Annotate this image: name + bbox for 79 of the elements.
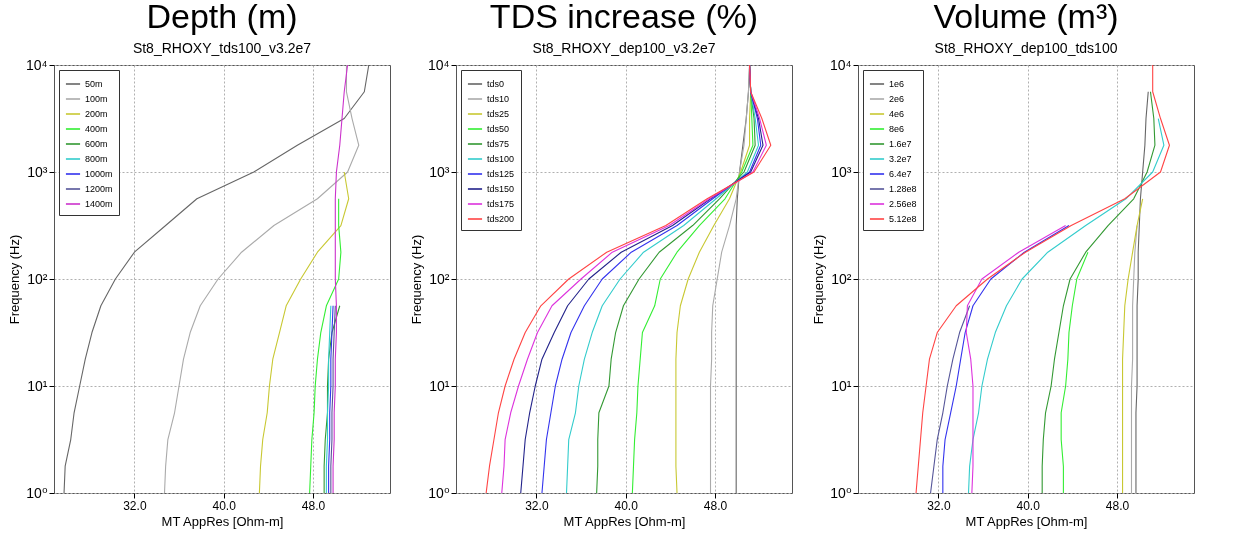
legend-label: 600m [85,139,108,149]
legend-label: tds150 [487,184,515,194]
line-series [309,198,342,493]
y-axis-title: Frequency (Hz) [810,234,826,325]
line-series [1122,198,1144,493]
chart-subtitle: St8_RHOXY_dep100_v3.2e7 [532,40,716,56]
x-tick-label: 32.0 [123,498,147,513]
x-tick-label: 40.0 [1016,498,1041,513]
chart-title: Volume (m³) [933,0,1119,35]
chart-subtitle: St8_RHOXY_tds100_v3.2e7 [132,40,312,56]
legend-label: 1.6e7 [889,139,912,149]
y-tick-label: 10³ [429,163,450,180]
x-tick-label: 32.0 [525,498,549,513]
legend-label: tds25 [487,109,510,119]
x-tick-label: 48.0 [1105,498,1130,513]
y-tick-label: 10⁰ [830,484,852,501]
legend-label: 1000m [85,169,113,179]
legend-label: 100m [85,94,108,104]
legend-label: 4e6 [889,109,905,119]
chart-title: Depth (m) [146,0,298,35]
legend-label: tds125 [487,169,515,179]
legend-label: 400m [85,124,108,134]
y-tick-label: 10² [429,270,450,287]
legend-label: 1e6 [889,79,905,89]
line-series [332,65,349,493]
x-tick-label: 40.0 [212,498,237,513]
legend-label: tds0 [487,79,505,89]
legend-label: 800m [85,154,108,164]
line-series [63,65,370,493]
x-axis-title: MT AppRes [Ohm-m] [161,513,284,529]
y-axis-title: Frequency (Hz) [408,234,424,325]
line-series [1060,251,1089,493]
y-tick-label: 10⁰ [428,484,450,501]
legend-label: tds10 [487,94,510,104]
legend-label: 50m [85,79,103,89]
legend-label: 5.12e8 [889,214,917,224]
line-series [325,305,332,493]
line-series [915,65,1170,493]
legend-label: 200m [85,109,108,119]
y-tick-label: 10³ [27,163,48,180]
chart-title: TDS increase (%) [489,0,759,35]
y-axis-title: Frequency (Hz) [6,234,22,325]
line-series [942,224,1070,493]
y-tick-label: 10⁴ [829,56,852,73]
y-tick-label: 10⁴ [25,56,48,73]
legend-label: tds175 [487,199,515,209]
line-series [967,117,1165,493]
x-axis-title: MT AppRes [Ohm-m] [965,513,1088,529]
line-series [1041,91,1156,493]
y-tick-label: 10⁴ [427,56,450,73]
legend-label: tds200 [487,214,515,224]
legend-label: 6.4e7 [889,169,912,179]
x-tick-label: 48.0 [703,498,728,513]
line-series [258,171,350,493]
legend-label: 2.56e8 [889,199,917,209]
y-tick-label: 10² [831,270,852,287]
x-tick-label: 48.0 [301,498,326,513]
x-axis-title: MT AppRes [Ohm-m] [563,513,686,529]
legend-label: 1400m [85,199,113,209]
y-tick-label: 10³ [831,163,852,180]
legend-label: tds100 [487,154,515,164]
legend-label: 8e6 [889,124,905,134]
x-tick-label: 40.0 [614,498,639,513]
chart-subtitle: St8_RHOXY_dep100_tds100 [934,40,1118,56]
y-tick-label: 10¹ [27,377,48,394]
legend-label: tds75 [487,139,510,149]
legend-label: 2e6 [889,94,905,104]
y-tick-label: 10¹ [831,377,852,394]
legend-label: 3.2e7 [889,154,912,164]
legend-label: 1.28e8 [889,184,917,194]
x-tick-label: 32.0 [927,498,951,513]
line-series [965,224,1067,493]
legend-label: tds50 [487,124,510,134]
line-series [1135,91,1149,493]
y-tick-label: 10¹ [429,377,450,394]
y-tick-label: 10² [27,270,48,287]
legend-label: 1200m [85,184,113,194]
y-tick-label: 10⁰ [26,484,48,501]
line-series [930,305,971,493]
